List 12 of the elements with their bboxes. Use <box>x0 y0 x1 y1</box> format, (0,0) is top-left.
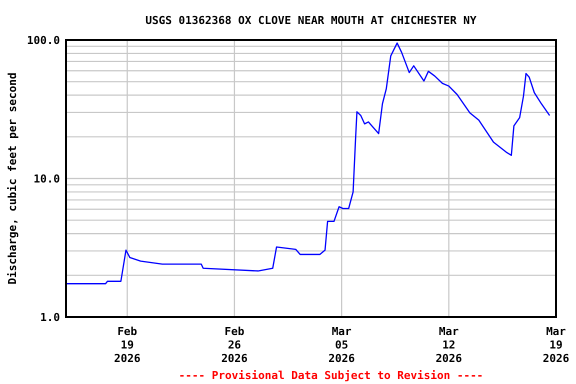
line-series <box>65 42 550 284</box>
text: ---- Provisional Data Subject to Revision ---- <box>178 369 484 382</box>
y-tick-label: 10.0 <box>34 172 60 186</box>
x-tick-label: Feb 26 2026 <box>221 325 248 365</box>
x-tick-label: Mar 05 2026 <box>328 325 356 365</box>
y-axis-title: Discharge, cubic feet per second <box>6 72 19 284</box>
x-tick-label: Mar 12 2026 <box>436 325 462 365</box>
x-tick-label: Mar 19 2026 <box>542 325 570 365</box>
chart-title: USGS 01362368 OX CLOVE NEAR MOUTH AT CHICHESTER NY <box>145 14 477 27</box>
y-tick-label: 1.0 <box>40 311 60 324</box>
x-tick-label: Feb 19 2026 <box>114 325 141 365</box>
y-tick-label: 100.0 <box>26 34 60 47</box>
